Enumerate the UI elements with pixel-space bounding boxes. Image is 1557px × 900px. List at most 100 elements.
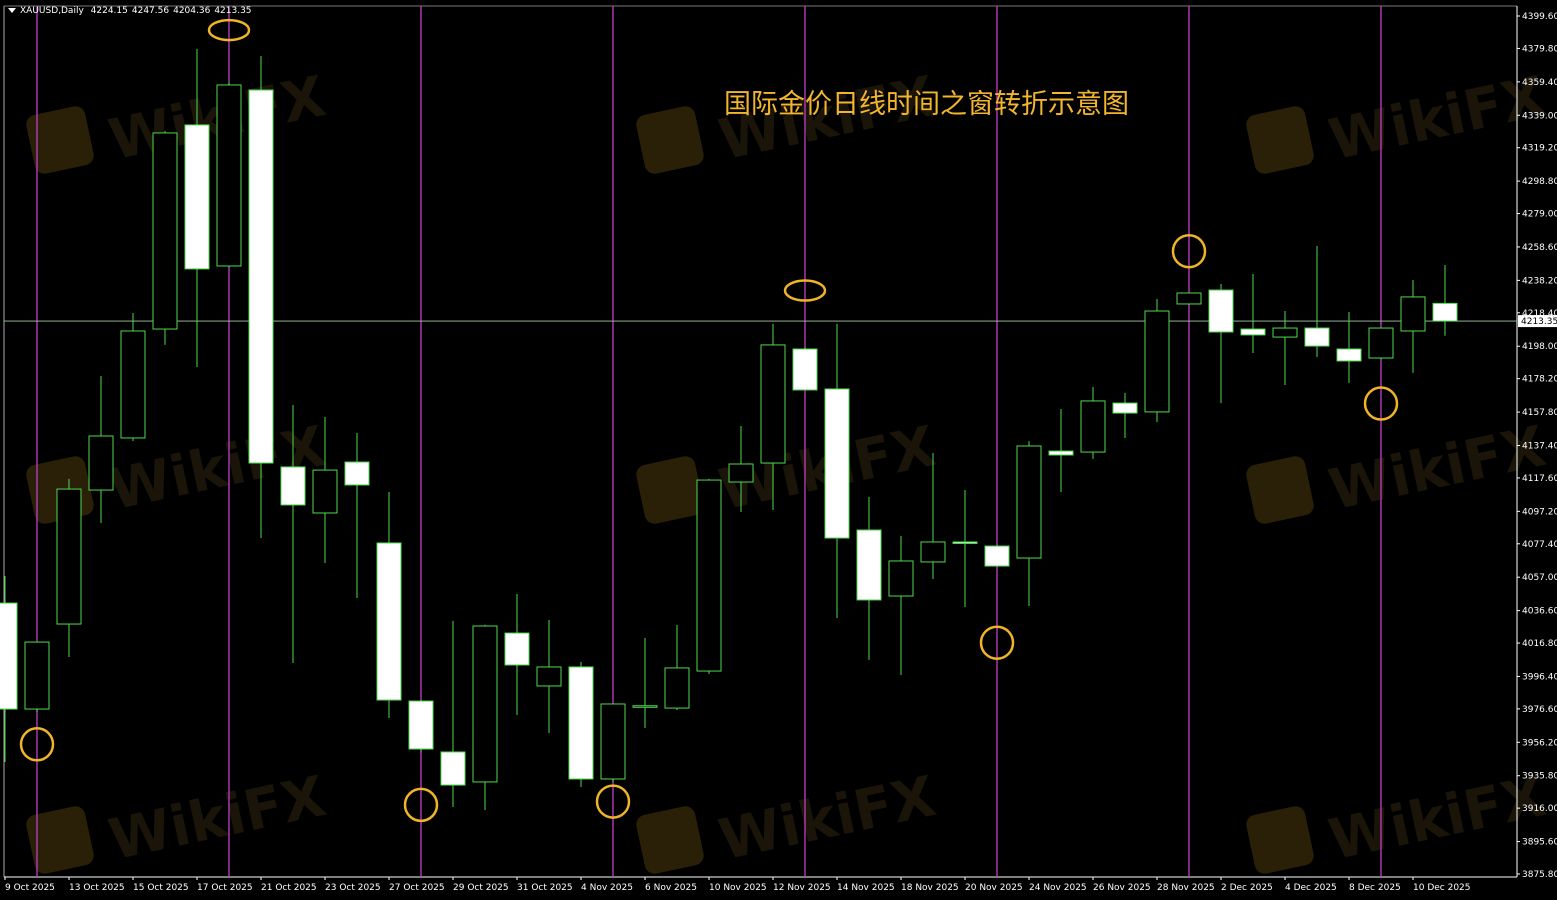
candle <box>920 453 946 579</box>
y-tick-label: 4198.00 <box>1522 342 1557 352</box>
x-tick-label: 4 Dec 2025 <box>1285 883 1337 893</box>
candle-body <box>120 330 146 439</box>
candle <box>1048 408 1074 493</box>
x-tick-label: 9 Oct 2025 <box>5 883 55 893</box>
candle <box>1432 265 1458 336</box>
candle <box>56 478 82 657</box>
x-tick-label: 23 Oct 2025 <box>325 883 381 893</box>
candle-body <box>344 461 370 486</box>
candle <box>472 624 498 810</box>
y-tick-label: 3916.00 <box>1522 804 1557 814</box>
turning-point-marker <box>403 787 439 823</box>
open-value: 4224.15 <box>90 6 128 16</box>
candle <box>536 619 562 733</box>
candle-body <box>1400 296 1426 332</box>
candle-body <box>216 84 242 267</box>
candle-body <box>760 344 786 464</box>
candle <box>216 82 242 268</box>
current-price-box <box>1518 315 1557 328</box>
candle <box>0 576 18 762</box>
candle <box>1208 283 1234 404</box>
candle-body <box>184 124 210 270</box>
candle <box>1368 327 1394 360</box>
y-tick-label: 3935.80 <box>1522 772 1557 782</box>
x-tick-label: 12 Nov 2025 <box>773 883 831 893</box>
candle <box>504 594 530 715</box>
candle-body <box>472 625 498 783</box>
low-value: 4204.36 <box>173 6 211 16</box>
x-tick-label: 28 Nov 2025 <box>1157 883 1215 893</box>
x-tick-label: 31 Oct 2025 <box>517 883 573 893</box>
candle <box>184 48 210 368</box>
x-tick-label: 10 Nov 2025 <box>709 883 767 893</box>
candle <box>344 433 370 598</box>
y-tick-label: 4298.80 <box>1522 177 1557 187</box>
candle <box>1304 245 1330 358</box>
candle-body <box>856 529 882 601</box>
candle <box>600 703 626 782</box>
y-tick-label: 4057.00 <box>1522 573 1557 583</box>
candle-body <box>0 602 18 710</box>
candle-body <box>56 488 82 625</box>
candle <box>664 625 690 711</box>
candle <box>88 376 114 523</box>
candle <box>1080 387 1106 459</box>
candle-body <box>1432 302 1458 322</box>
candle-body <box>952 541 978 544</box>
watermark-logo-icon <box>1246 806 1314 874</box>
candle <box>984 544 1010 568</box>
candle-body <box>1368 327 1394 359</box>
candle-body <box>248 89 274 464</box>
candle-body <box>504 632 530 666</box>
candle <box>376 492 402 719</box>
watermark-text: WikiFX <box>714 764 942 873</box>
candle <box>952 490 978 608</box>
x-tick-label: 15 Oct 2025 <box>133 883 189 893</box>
candle-body <box>920 541 946 563</box>
y-tick-label: 4359.40 <box>1522 78 1557 88</box>
dropdown-triangle-icon[interactable] <box>8 8 16 13</box>
y-tick-label: 3875.80 <box>1522 870 1557 880</box>
candle-body <box>152 132 178 330</box>
y-tick-label: 4218.40 <box>1522 309 1557 319</box>
x-tick-label: 26 Nov 2025 <box>1093 883 1151 893</box>
candle-body <box>376 542 402 701</box>
y-tick-label: 4097.20 <box>1522 507 1557 517</box>
candle-body <box>280 466 306 506</box>
candle-body <box>1272 327 1298 338</box>
watermark-logo-icon <box>636 456 704 524</box>
turning-point-marker <box>19 727 55 762</box>
y-tick-label: 4238.20 <box>1522 276 1557 286</box>
candle <box>696 478 722 674</box>
candle <box>1240 273 1266 353</box>
candle-body <box>1336 348 1362 362</box>
candle-body <box>408 700 434 750</box>
watermark-logo-icon <box>636 106 704 174</box>
close-value: 4213.35 <box>214 6 252 16</box>
watermark-logo-icon <box>636 806 704 874</box>
candle <box>728 425 754 512</box>
y-tick-label: 4279.00 <box>1522 210 1557 220</box>
candle-body <box>1176 292 1202 305</box>
candle <box>1144 299 1170 423</box>
candle <box>1272 311 1298 386</box>
y-tick-label: 4258.60 <box>1522 243 1557 253</box>
y-tick-label: 4379.80 <box>1522 44 1557 54</box>
candle-body <box>1304 327 1330 347</box>
candle <box>888 535 914 675</box>
candle-body <box>440 751 466 786</box>
candle-body <box>664 667 690 709</box>
x-tick-label: 2 Dec 2025 <box>1221 883 1273 893</box>
y-tick-label: 4137.40 <box>1522 441 1557 451</box>
turning-point-marker <box>783 279 827 302</box>
candle <box>568 662 594 788</box>
candle <box>1112 392 1138 438</box>
x-tick-label: 4 Nov 2025 <box>581 883 633 893</box>
candle <box>824 323 850 618</box>
chart-title: 国际金价日线时间之窗转折示意图 <box>724 89 1129 120</box>
chart-header: XAUUSD,Daily 4224.15 4247.56 4204.36 4213.3… <box>8 6 256 16</box>
high-value: 4247.56 <box>131 6 170 16</box>
y-tick-label: 3996.40 <box>1522 672 1557 682</box>
